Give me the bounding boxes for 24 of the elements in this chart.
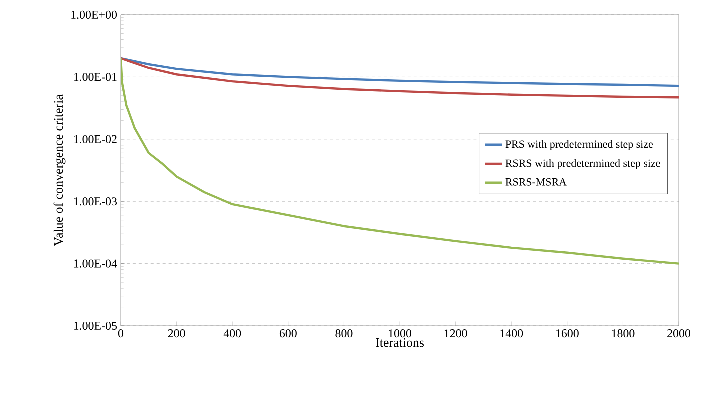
- legend-label: PRS with predetermined step size: [506, 140, 653, 150]
- x-tick-label: 1000: [389, 330, 412, 338]
- y-tick-label: 1.00E-05: [74, 322, 118, 330]
- x-tick-label: 1600: [556, 330, 579, 338]
- x-tick-label: 600: [280, 330, 297, 338]
- x-tick-label: 1400: [500, 330, 524, 338]
- x-axis-title: Iterations: [376, 338, 424, 348]
- x-tick-label: 1800: [612, 330, 635, 338]
- x-tick-label: 800: [336, 330, 353, 338]
- line-series: [121, 57, 680, 88]
- y-tick-label: 1.00E-04: [74, 260, 118, 268]
- y-tick-label: 1.00E-03: [74, 198, 118, 206]
- y-tick-label: 1.00E+00: [72, 10, 118, 20]
- x-tick-label: 1200: [444, 330, 468, 338]
- line-series: [121, 57, 680, 99]
- legend-label: RSRS-MSRA: [506, 178, 567, 186]
- y-tick-label: 1.00E-01: [74, 73, 117, 82]
- x-tick-label: 2000: [668, 330, 691, 338]
- y-axis-title: Value of convergence criteria: [54, 94, 66, 246]
- x-tick-label: 400: [224, 330, 242, 338]
- x-tick-label: 200: [168, 330, 186, 338]
- y-tick-label: 1.00E-02: [74, 135, 117, 144]
- legend-label: RSRS with predetermined step size: [506, 159, 660, 170]
- x-tick-label: 0: [118, 330, 124, 338]
